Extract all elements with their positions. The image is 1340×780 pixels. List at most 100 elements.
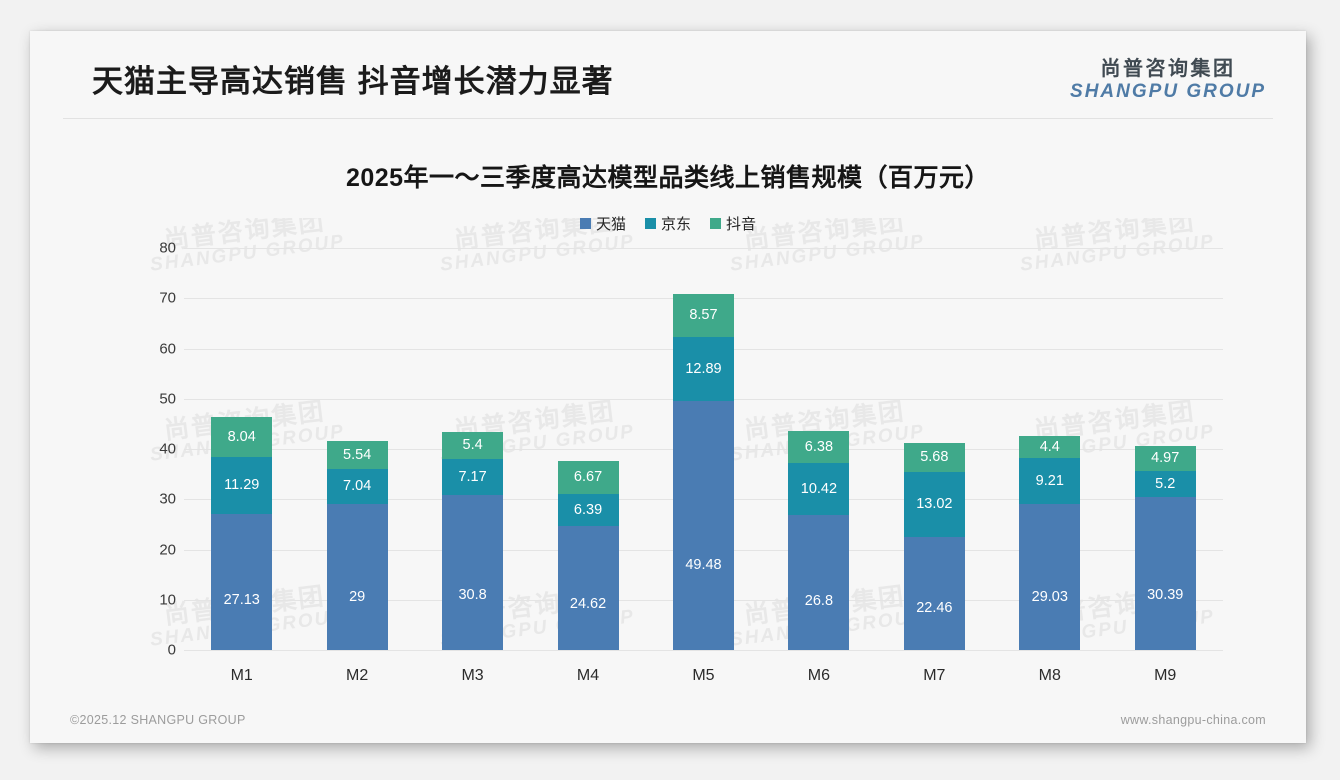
bar-value-label: 49.48 <box>685 557 722 574</box>
legend-swatch-icon <box>579 218 591 229</box>
bar-value-label: 11.29 <box>224 477 260 494</box>
bar-segment-天猫-M3[interactable]: 30.8 <box>442 495 504 650</box>
legend-label: 天猫 <box>595 216 626 233</box>
y-axis-tick-label: 10 <box>159 591 176 609</box>
bar-column-M2[interactable]: 5.54 7.04 29 <box>299 248 414 650</box>
stacked-bar: 5.4 7.17 30.8 <box>442 432 504 650</box>
bar-column-M6[interactable]: 6.38 10.42 26.8 <box>761 248 876 650</box>
bar-segment-京东-M9[interactable]: 5.2 <box>1134 471 1196 498</box>
bar-segment-抖音-M3[interactable]: 5.4 <box>442 432 504 460</box>
x-axis: M1 M2 M3 M4 M5 M6 M7 M8 M9 <box>184 650 1223 690</box>
chart-title: 2025年一～三季度高达模型品类线上销售规模（百万元） <box>345 164 991 192</box>
bar-segment-天猫-M8[interactable]: 29.03 <box>1019 504 1081 650</box>
stacked-bar: 5.68 13.02 22.46 <box>903 443 965 650</box>
bar-segment-天猫-M4[interactable]: 24.62 <box>557 526 619 650</box>
bar-value-label: 5.4 <box>462 437 483 454</box>
y-axis-tick-label: 20 <box>159 541 176 558</box>
bar-segment-京东-M1[interactable]: 11.29 <box>211 456 273 514</box>
bar-segment-京东-M3[interactable]: 7.17 <box>442 459 504 496</box>
x-axis-tick-label: M4 <box>576 667 600 684</box>
bar-value-label: 6.39 <box>573 501 603 518</box>
bar-segment-天猫-M6[interactable]: 26.8 <box>788 515 850 650</box>
gridline <box>184 248 1223 249</box>
stacked-bar: 4.4 9.21 29.03 <box>1019 435 1081 650</box>
legend-item-抖音[interactable]: 抖音 <box>710 213 756 234</box>
x-axis-tick-label: M6 <box>807 667 831 684</box>
y-axis-tick-label: 50 <box>159 390 176 408</box>
chart-plot-area: 尚普咨询集团 SHANGPU GROUP 尚普咨询集团 SHANGPU GROUP 尚普… <box>138 218 1223 703</box>
x-axis-tick-label: M8 <box>1038 667 1061 684</box>
bar-segment-抖音-M9[interactable]: 4.97 <box>1134 446 1196 472</box>
bar-segment-京东-M7[interactable]: 13.02 <box>903 471 965 538</box>
page-title: 天猫主导高达销售 抖音增长潜力显著 <box>92 64 614 99</box>
bar-segment-京东-M2[interactable]: 7.04 <box>326 468 388 505</box>
bar-column-M3[interactable]: 5.4 7.17 30.8 <box>415 248 530 650</box>
logo-chinese-text: 尚普咨询集团 <box>1100 58 1236 80</box>
bar-series-group: 8.04 11.29 27.13 5.54 7.04 29 5.4 7.17 30.8 6.67 6… <box>184 248 1223 650</box>
x-axis-tick-label: M2 <box>346 667 369 684</box>
stacked-bar: 6.67 6.39 24.62 <box>557 460 619 650</box>
bar-value-label: 8.57 <box>689 306 718 323</box>
bar-value-label: 5.54 <box>343 446 372 463</box>
bar-value-label: 30.39 <box>1147 587 1184 604</box>
legend-swatch-icon <box>710 218 721 229</box>
legend-swatch-icon <box>644 218 656 229</box>
bar-column-M8[interactable]: 4.4 9.21 29.03 <box>992 248 1107 650</box>
bar-segment-京东-M4[interactable]: 6.39 <box>557 494 619 527</box>
footer-website[interactable]: www.shangpu-china.com <box>1120 713 1266 727</box>
bar-segment-天猫-M9[interactable]: 30.39 <box>1134 497 1196 650</box>
bar-column-M4[interactable]: 6.67 6.39 24.62 <box>530 248 645 650</box>
legend-item-天猫[interactable]: 天猫 <box>579 213 626 234</box>
legend-label: 京东 <box>660 216 691 233</box>
company-logo: 尚普咨询集团 SHANGPU GROUP <box>1070 59 1266 101</box>
bar-segment-抖音-M6[interactable]: 6.38 <box>788 430 850 463</box>
x-axis-tick-label: M1 <box>230 667 253 684</box>
stacked-bar: 5.54 7.04 29 <box>326 441 388 650</box>
bar-segment-抖音-M1[interactable]: 8.04 <box>211 416 273 457</box>
bar-segment-抖音-M2[interactable]: 5.54 <box>326 441 388 469</box>
y-axis-tick-label: 40 <box>159 440 176 458</box>
y-axis-tick-label: 80 <box>159 239 176 257</box>
bar-segment-天猫-M2[interactable]: 29 <box>326 504 388 650</box>
bar-segment-京东-M6[interactable]: 10.42 <box>788 462 850 516</box>
bar-value-label: 29.03 <box>1031 589 1068 606</box>
bar-value-label: 5.2 <box>1155 475 1176 492</box>
bar-value-label: 22.46 <box>916 599 953 616</box>
bar-segment-京东-M8[interactable]: 9.21 <box>1019 457 1081 505</box>
x-axis-tick-label: M3 <box>461 667 484 684</box>
bar-segment-抖音-M5[interactable]: 8.57 <box>672 293 734 337</box>
chart-legend: 天猫 京东 抖音 <box>30 213 1306 234</box>
bar-value-label: 6.67 <box>573 469 603 486</box>
bar-segment-京东-M5[interactable]: 12.89 <box>672 336 734 402</box>
bar-segment-抖音-M4[interactable]: 6.67 <box>557 460 619 495</box>
x-axis-tick-label: M5 <box>692 667 715 684</box>
legend-item-京东[interactable]: 京东 <box>644 213 691 234</box>
gridline <box>184 650 1223 651</box>
stacked-bar: 8.04 11.29 27.13 <box>211 416 273 650</box>
y-axis: 80 70 60 50 40 30 20 10 0 <box>138 240 184 659</box>
bar-column-M9[interactable]: 4.97 5.2 30.39 <box>1108 248 1223 650</box>
bar-column-M1[interactable]: 8.04 11.29 27.13 <box>184 248 299 650</box>
bar-value-label: 13.02 <box>916 496 953 513</box>
bar-column-M7[interactable]: 5.68 13.02 22.46 <box>877 248 992 650</box>
bar-value-label: 7.17 <box>458 468 487 485</box>
bar-value-label: 8.04 <box>227 428 256 445</box>
bar-segment-天猫-M1[interactable]: 27.13 <box>211 513 273 650</box>
bar-segment-天猫-M7[interactable]: 22.46 <box>903 537 965 650</box>
bar-segment-天猫-M5[interactable]: 49.48 <box>672 401 734 650</box>
stacked-bar: 6.38 10.42 26.8 <box>788 430 850 650</box>
bar-value-label: 12.89 <box>685 360 722 377</box>
bar-column-M5[interactable]: 8.57 12.89 49.48 <box>646 248 761 650</box>
logo-english-text: SHANGPU GROUP <box>1070 81 1266 102</box>
stacked-bar: 4.97 5.2 30.39 <box>1134 446 1196 650</box>
y-axis-tick-label: 0 <box>167 641 176 659</box>
slide-canvas: 天猫主导高达销售 抖音增长潜力显著 尚普咨询集团 SHANGPU GROUP 2… <box>30 31 1306 743</box>
bar-value-label: 5.68 <box>920 449 949 466</box>
bar-segment-抖音-M7[interactable]: 5.68 <box>903 443 965 472</box>
bar-value-label: 6.38 <box>804 438 834 455</box>
bar-value-label: 26.8 <box>804 592 834 609</box>
x-axis-tick-label: M9 <box>1154 667 1177 684</box>
bar-segment-抖音-M8[interactable]: 4.4 <box>1019 435 1081 458</box>
bar-value-label: 9.21 <box>1035 472 1064 489</box>
header-divider <box>63 118 1273 119</box>
